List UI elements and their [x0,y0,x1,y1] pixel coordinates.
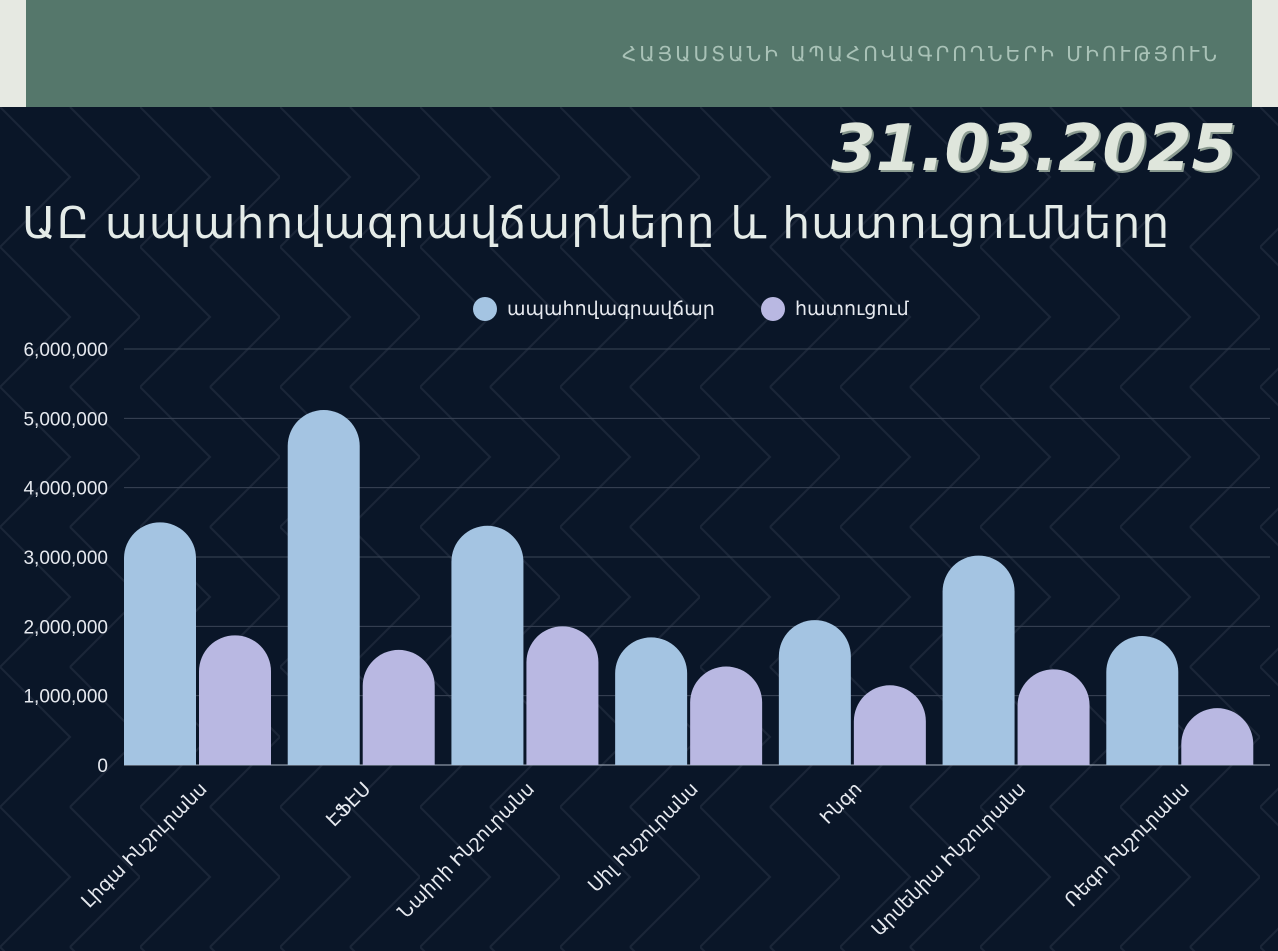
bar-premium [124,522,196,765]
bar-claim [362,649,435,765]
x-category-label: Ինգո [816,779,866,829]
bar-premium [287,410,360,765]
x-category-label: ԷՖԷՍ [323,779,376,832]
x-axis-labels: Լիգա Ինշուրանս ԷՖԷՍ Նաիրի Ինշուրանս Սիլ Ինշ… [78,779,1194,941]
y-tick-label: 5,000,000 [23,409,108,430]
report-date: 31.03.2025 [831,112,1236,186]
bar-claim [1181,708,1254,765]
legend-label: հատուցում [795,299,910,320]
y-tick-label: 1,000,000 [23,687,108,708]
bar-claim [199,635,271,765]
y-tick-label: 3,000,000 [23,548,108,569]
organization-name: ՀԱՅԱՍՏԱՆԻ ԱՊԱՀՈՎԱԳՐՈՂՆԵՐԻ ՄԻՈՒԹՅՈՒՆ [622,42,1220,66]
left-edge-strip [0,0,26,107]
x-category-label: Սիլ Ինշուրանս [585,779,703,897]
bars [124,410,1254,765]
x-category-label: Լիգա Ինշուրանս [78,779,212,913]
bar-premium [942,555,1015,765]
y-tick-label: 6,000,000 [23,340,108,361]
header-banner: ՀԱՅԱՍՏԱՆԻ ԱՊԱՀՈՎԱԳՐՈՂՆԵՐԻ ՄԻՈՒԹՅՈՒՆ [26,0,1252,107]
bar-claim [1017,669,1090,765]
bar-claim [526,626,599,765]
y-tick-label: 2,000,000 [23,617,108,638]
bar-premium [1106,636,1179,765]
y-tick-label: 0 [97,756,108,777]
chart-title: ԱԸ ապահովագրավճարները և հատուցումները [22,198,1171,249]
y-tick-label: 4,000,000 [23,479,108,500]
bar-claim [853,685,926,765]
x-category-label: Նաիրի Ինշուրանս [394,779,538,923]
bar-premium [451,525,524,765]
x-category-label: Արմենիա Ինշուրանս [868,779,1030,941]
bar-claim [690,666,763,765]
slide-background [0,107,1278,951]
y-axis-ticks: 0 1,000,000 2,000,000 3,000,000 4,000,000 5,0… [23,340,108,777]
legend-swatch [473,297,497,321]
legend: ապահովագրավճար հատուցում [473,297,910,321]
right-edge-strip [1252,0,1278,107]
bar-premium [778,620,851,765]
legend-swatch [761,297,785,321]
background-pattern [0,107,1278,951]
legend-label: ապահովագրավճար [507,299,715,320]
bar-premium [615,637,688,765]
x-category-label: Ռեգո Ինշուրանս [1061,779,1194,912]
